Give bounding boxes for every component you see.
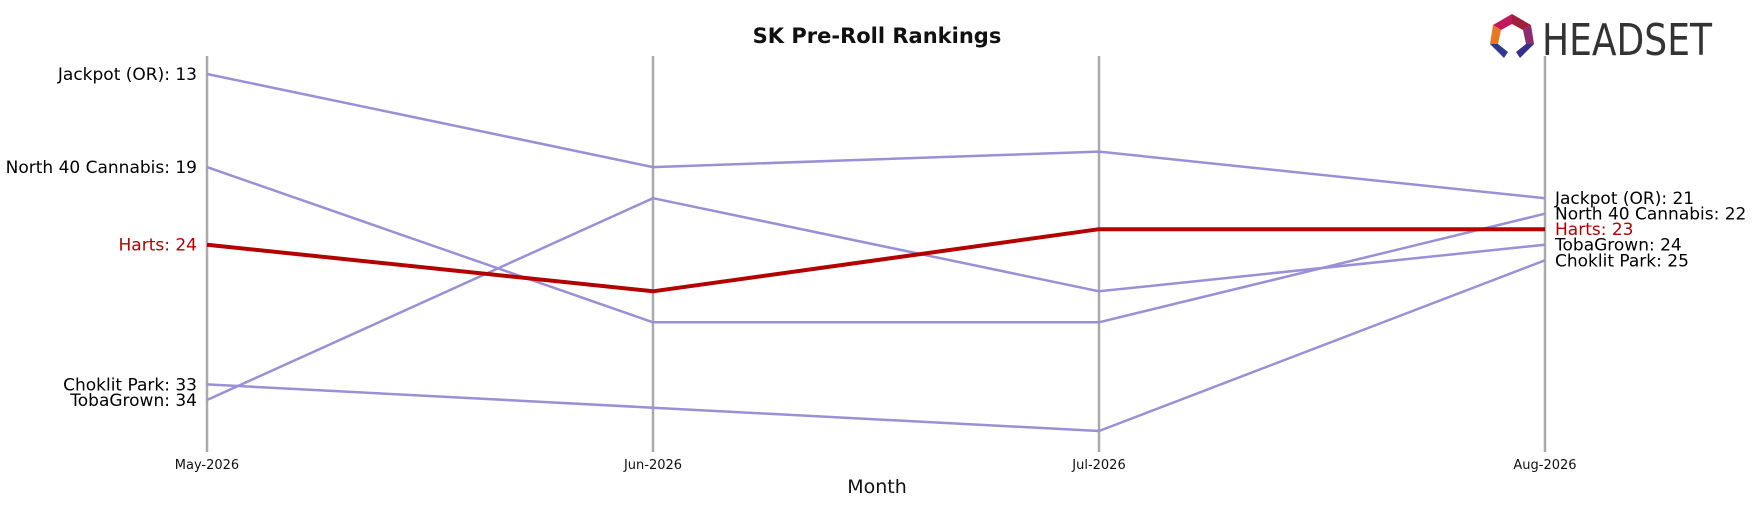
series-start-label: TobaGrown: 34 <box>69 391 197 411</box>
x-tick-label: Jul-2026 <box>1071 458 1125 473</box>
series-start-label: North 40 Cannabis: 19 <box>6 158 197 178</box>
series-end-label: Jackpot (OR): 21 <box>1554 189 1694 209</box>
series-line <box>206 227 1545 294</box>
series-line <box>206 72 1546 200</box>
grid-lines <box>205 56 1547 452</box>
series-lines <box>206 72 1546 433</box>
chart-title: SK Pre-Roll Rankings <box>753 24 1002 48</box>
series-start-label: Choklit Park: 33 <box>63 375 197 395</box>
x-tick-labels: May-2026 Jun-2026 Jul-2026 Aug-2026 <box>175 458 1577 473</box>
headset-logo-icon <box>1490 14 1534 58</box>
x-tick-label: Aug-2026 <box>1513 458 1576 473</box>
x-tick-label: May-2026 <box>175 458 239 473</box>
series-end-label: TobaGrown: 24 <box>1554 236 1682 256</box>
headset-logo: HEADSET <box>1490 14 1712 66</box>
series-line <box>206 259 1546 433</box>
series-end-label: North 40 Cannabis: 22 <box>1555 205 1746 225</box>
series-start-label: Harts: 24 <box>119 236 197 256</box>
logo-text: HEADSET <box>1542 15 1712 66</box>
x-axis-label: Month <box>847 476 907 498</box>
x-tick-label: Jun-2026 <box>623 458 682 473</box>
series-start-label: Jackpot (OR): 13 <box>57 65 197 85</box>
series-end-label: Choklit Park: 25 <box>1555 251 1689 271</box>
series-line <box>206 196 1546 402</box>
series-end-label: Harts: 23 <box>1555 220 1633 240</box>
